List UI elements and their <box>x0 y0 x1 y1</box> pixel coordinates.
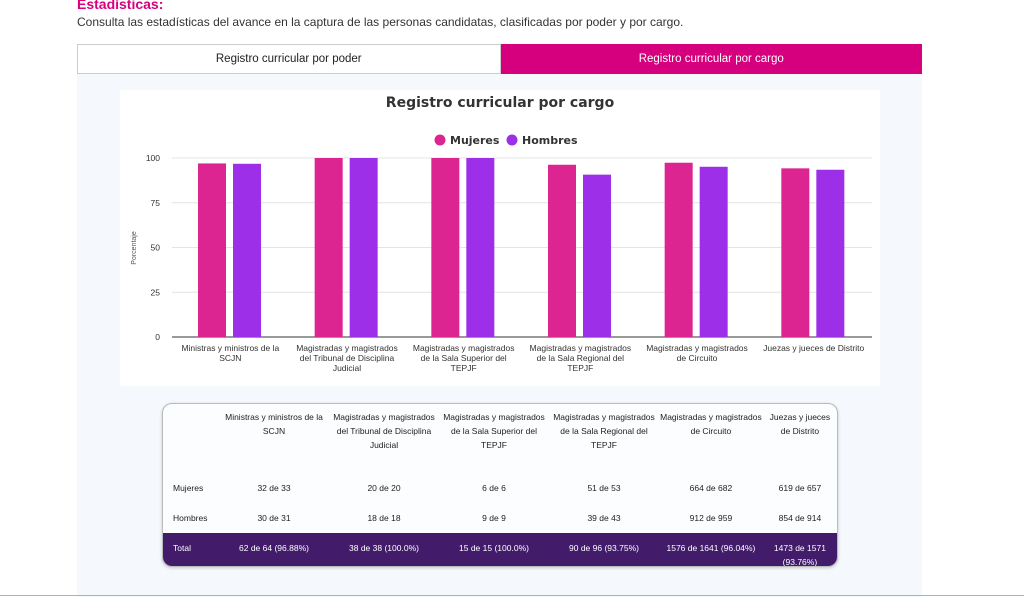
row-label: Mujeres <box>173 483 204 493</box>
table-row: Mujeres 32 de 33 20 de 20 6 de 6 51 de 53 664… <box>163 473 837 503</box>
table-cell: 854 de 914 <box>778 513 822 523</box>
table-cell: 62 de 64 (96.88%) <box>219 533 329 566</box>
table-cell: 1576 de 1641 (96.04%) <box>659 533 763 566</box>
total-row: Total 62 de 64 (96.88%) 38 de 38 (100.0%) 1… <box>163 533 837 566</box>
bar-mujeres <box>664 162 693 337</box>
bar-hombres <box>816 169 845 337</box>
table-cell: 20 de 20 <box>367 483 401 493</box>
section-title: Estadísticas: <box>77 0 164 12</box>
legend-marker <box>434 134 446 146</box>
table-cell: 1473 de 1571 (93.76%) <box>762 533 837 566</box>
table-cell: 38 de 38 (100.0%) <box>329 533 439 566</box>
x-tick-label: Magistradas y magistrados del Tribunal de… <box>296 343 398 373</box>
x-tick-label: Magistradas y magistrados de Circuito <box>646 343 748 363</box>
table-cell: 30 de 31 <box>257 513 291 523</box>
table-cell: 18 de 18 <box>367 513 401 523</box>
table-cell: 6 de 6 <box>482 483 506 493</box>
table-cell: 15 de 15 (100.0%) <box>439 533 549 566</box>
table-cell: 39 de 43 <box>587 513 621 523</box>
tab-por-poder[interactable]: Registro curricular por poder <box>77 44 501 74</box>
y-tick-label: 25 <box>151 287 161 297</box>
tab-bar: Registro curricular por poder Registro c… <box>77 44 922 74</box>
table-cell: 912 de 959 <box>689 513 733 523</box>
bar-hombres <box>349 158 378 337</box>
y-axis-label: Porcentaje <box>131 231 138 265</box>
bar-hombres <box>466 158 495 337</box>
stats-table: Ministras y ministros de la SCJN Magistra… <box>163 404 837 566</box>
row-label: Total <box>163 533 219 566</box>
legend-label: Hombres <box>522 134 578 147</box>
legend-marker <box>506 134 518 146</box>
bar-mujeres <box>548 164 576 337</box>
x-tick-label: Ministras y ministros de la SCJN <box>181 343 279 363</box>
column-header: Magistradas y magistrados de Circuito <box>660 412 762 436</box>
column-header: Magistradas y magistrados de la Sala Reg… <box>553 412 655 450</box>
table-cell: 619 de 657 <box>778 483 822 493</box>
x-tick-label: Magistradas y magistrados de la Sala Supe… <box>413 343 515 373</box>
table-cell: 90 de 96 (93.75%) <box>549 533 659 566</box>
section-description: Consulta las estadísticas del avance en … <box>77 15 684 29</box>
column-header: Juezas y jueces de Distrito <box>769 412 831 436</box>
divider <box>0 595 1024 596</box>
tab-por-cargo[interactable]: Registro curricular por cargo <box>500 44 922 74</box>
bar-chart: Registro curricular por cargo Mujeres Homb… <box>131 95 872 373</box>
y-tick-label: 50 <box>151 243 161 253</box>
x-tick-label: Juezas y jueces de Distrito <box>763 343 864 353</box>
bar-mujeres <box>198 163 226 337</box>
chart-container: Registro curricular por cargo Mujeres Homb… <box>120 90 880 386</box>
table-header-row: Ministras y ministros de la SCJN Magistra… <box>163 404 837 473</box>
table-cell: 32 de 33 <box>257 483 291 493</box>
stats-table-container: Ministras y ministros de la SCJN Magistra… <box>162 403 838 567</box>
column-header: Magistradas y magistrados de la Sala Sup… <box>443 412 545 450</box>
legend-label: Mujeres <box>450 134 500 147</box>
bar-hombres <box>233 163 261 337</box>
table-cell: 9 de 9 <box>482 513 506 523</box>
y-tick-label: 100 <box>146 153 160 163</box>
table-cell: 664 de 682 <box>689 483 733 493</box>
table-row: Hombres 30 de 31 18 de 18 9 de 9 39 de 43 912… <box>163 503 837 533</box>
y-tick-label: 0 <box>155 332 160 342</box>
bar-mujeres <box>314 158 343 337</box>
bar-hombres <box>583 174 611 337</box>
table-cell: 51 de 53 <box>587 483 621 493</box>
y-tick-label: 75 <box>151 198 161 208</box>
x-tick-label: Magistradas y magistrados de la Sala Regi… <box>530 343 632 373</box>
column-header: Magistradas y magistrados del Tribunal d… <box>333 412 435 450</box>
column-header <box>163 404 219 473</box>
bar-mujeres <box>781 168 810 337</box>
bar-mujeres <box>431 158 460 337</box>
column-header: Ministras y ministros de la SCJN <box>225 412 323 436</box>
bar-hombres <box>699 166 728 337</box>
chart-title: Registro curricular por cargo <box>386 95 615 111</box>
row-label: Hombres <box>173 513 208 523</box>
